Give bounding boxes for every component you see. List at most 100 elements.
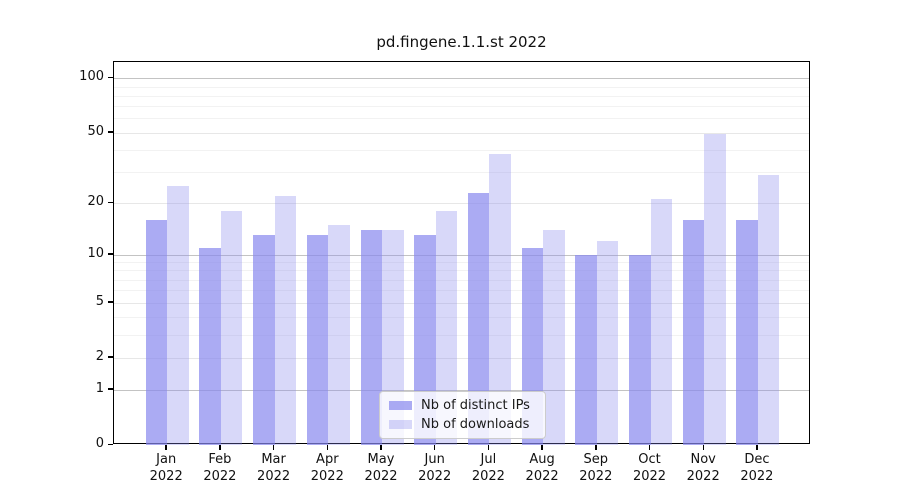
minor-gridline bbox=[114, 317, 809, 319]
bar-distinct-ips bbox=[575, 254, 597, 445]
bar-downloads bbox=[435, 211, 458, 445]
y-tick-mark bbox=[108, 301, 113, 303]
legend-item: Nb of downloads bbox=[389, 417, 536, 432]
legend-label: Nb of downloads bbox=[421, 416, 530, 432]
y-tick-label: 1 bbox=[95, 380, 104, 396]
legend: Nb of distinct IPs Nb of downloads bbox=[379, 391, 546, 439]
x-tick-year: 2022 bbox=[418, 469, 452, 484]
chart-title: pd.fingene.1.1.st 2022 bbox=[376, 33, 547, 51]
y-tick-label: 20 bbox=[87, 194, 104, 210]
x-tick-year: 2022 bbox=[471, 469, 505, 484]
bar-distinct-ips bbox=[253, 235, 275, 445]
x-tick-year: 2022 bbox=[686, 469, 720, 484]
x-tick-mark bbox=[380, 445, 382, 450]
bar-downloads bbox=[704, 134, 726, 445]
major-gridline bbox=[114, 389, 809, 391]
x-tick-year: 2022 bbox=[525, 469, 559, 484]
x-tick-mark bbox=[756, 445, 758, 450]
legend-swatch-downloads bbox=[389, 419, 412, 429]
y-tick-mark bbox=[108, 131, 113, 133]
bar-distinct-ips bbox=[360, 229, 382, 445]
bar-downloads bbox=[328, 224, 350, 445]
x-tick-mark bbox=[219, 445, 221, 450]
x-tick-mark bbox=[165, 445, 167, 450]
major-gridline bbox=[114, 357, 809, 359]
minor-gridline bbox=[114, 172, 809, 174]
bar-downloads bbox=[167, 186, 189, 445]
y-tick-label: 0 bbox=[95, 436, 104, 451]
x-tick-mark bbox=[702, 445, 704, 450]
legend-item: Nb of distinct IPs bbox=[389, 398, 536, 413]
bar-downloads bbox=[220, 211, 243, 445]
x-tick-label: Mar 2022 bbox=[242, 451, 306, 485]
x-tick-mark bbox=[487, 445, 490, 450]
bar-distinct-ips bbox=[306, 235, 329, 445]
minor-gridline bbox=[114, 106, 809, 108]
bar-distinct-ips bbox=[682, 219, 705, 445]
x-tick-label: Jan 2022 bbox=[134, 451, 198, 485]
x-tick-year: 2022 bbox=[149, 469, 183, 484]
x-tick-mark bbox=[648, 445, 651, 450]
x-tick-label: Apr 2022 bbox=[295, 451, 359, 485]
minor-gridline bbox=[114, 279, 809, 281]
bar-downloads bbox=[757, 174, 780, 445]
minor-gridline bbox=[114, 118, 809, 120]
minor-gridline bbox=[114, 149, 809, 151]
x-tick-label: Aug 2022 bbox=[510, 451, 574, 485]
x-tick-label: Nov 2022 bbox=[671, 451, 735, 485]
x-tick-label: Oct 2022 bbox=[618, 451, 682, 485]
major-gridline bbox=[114, 302, 809, 304]
x-tick-label: Feb 2022 bbox=[188, 451, 252, 485]
x-tick-label: May 2022 bbox=[349, 451, 413, 485]
y-tick-mark bbox=[108, 201, 113, 204]
bar-distinct-ips bbox=[736, 219, 758, 445]
plot-area bbox=[113, 61, 810, 445]
x-tick-year: 2022 bbox=[257, 469, 291, 484]
y-tick-mark bbox=[108, 76, 113, 79]
bar-downloads bbox=[650, 199, 672, 445]
x-tick-mark bbox=[326, 445, 329, 450]
x-tick-label: Sep 2022 bbox=[564, 451, 628, 485]
minor-gridline bbox=[114, 95, 809, 97]
bar-distinct-ips bbox=[467, 192, 490, 445]
y-tick-mark bbox=[108, 356, 113, 358]
minor-gridline bbox=[114, 270, 809, 272]
x-tick-year: 2022 bbox=[310, 469, 344, 484]
y-tick-mark bbox=[108, 443, 113, 445]
x-tick-year: 2022 bbox=[740, 469, 774, 484]
major-gridline bbox=[114, 254, 809, 256]
bar-distinct-ips bbox=[629, 254, 651, 445]
y-tick-mark bbox=[108, 388, 113, 390]
x-tick-year: 2022 bbox=[203, 469, 237, 484]
bar-distinct-ips bbox=[199, 247, 221, 445]
bar-downloads bbox=[596, 241, 619, 445]
x-tick-mark bbox=[433, 445, 436, 450]
major-gridline bbox=[114, 203, 809, 205]
x-tick-year: 2022 bbox=[632, 469, 667, 484]
minor-gridline bbox=[114, 290, 809, 292]
x-tick-year: 2022 bbox=[579, 469, 613, 484]
y-tick-mark bbox=[108, 253, 113, 255]
x-tick-mark bbox=[541, 445, 543, 450]
x-tick-mark bbox=[272, 445, 275, 450]
major-gridline bbox=[114, 132, 809, 134]
major-gridline bbox=[114, 78, 809, 80]
minor-gridline bbox=[114, 86, 809, 88]
x-tick-label: Jul 2022 bbox=[456, 451, 520, 485]
x-tick-label: Dec 2022 bbox=[725, 451, 789, 485]
minor-gridline bbox=[114, 334, 809, 336]
x-tick-mark bbox=[595, 445, 597, 450]
minor-gridline bbox=[114, 262, 809, 263]
x-tick-label: Jun 2022 bbox=[403, 451, 467, 485]
y-tick-label: 5 bbox=[95, 293, 104, 309]
y-tick-label: 100 bbox=[79, 69, 104, 85]
x-tick-year: 2022 bbox=[364, 469, 398, 484]
y-tick-label: 10 bbox=[87, 245, 104, 261]
y-tick-label: 2 bbox=[95, 348, 104, 364]
bar-downloads bbox=[489, 153, 511, 445]
legend-label: Nb of distinct IPs bbox=[421, 398, 530, 414]
y-tick-label: 50 bbox=[87, 123, 104, 139]
legend-swatch-distinct-ips bbox=[389, 401, 412, 411]
bar-downloads bbox=[543, 229, 565, 445]
